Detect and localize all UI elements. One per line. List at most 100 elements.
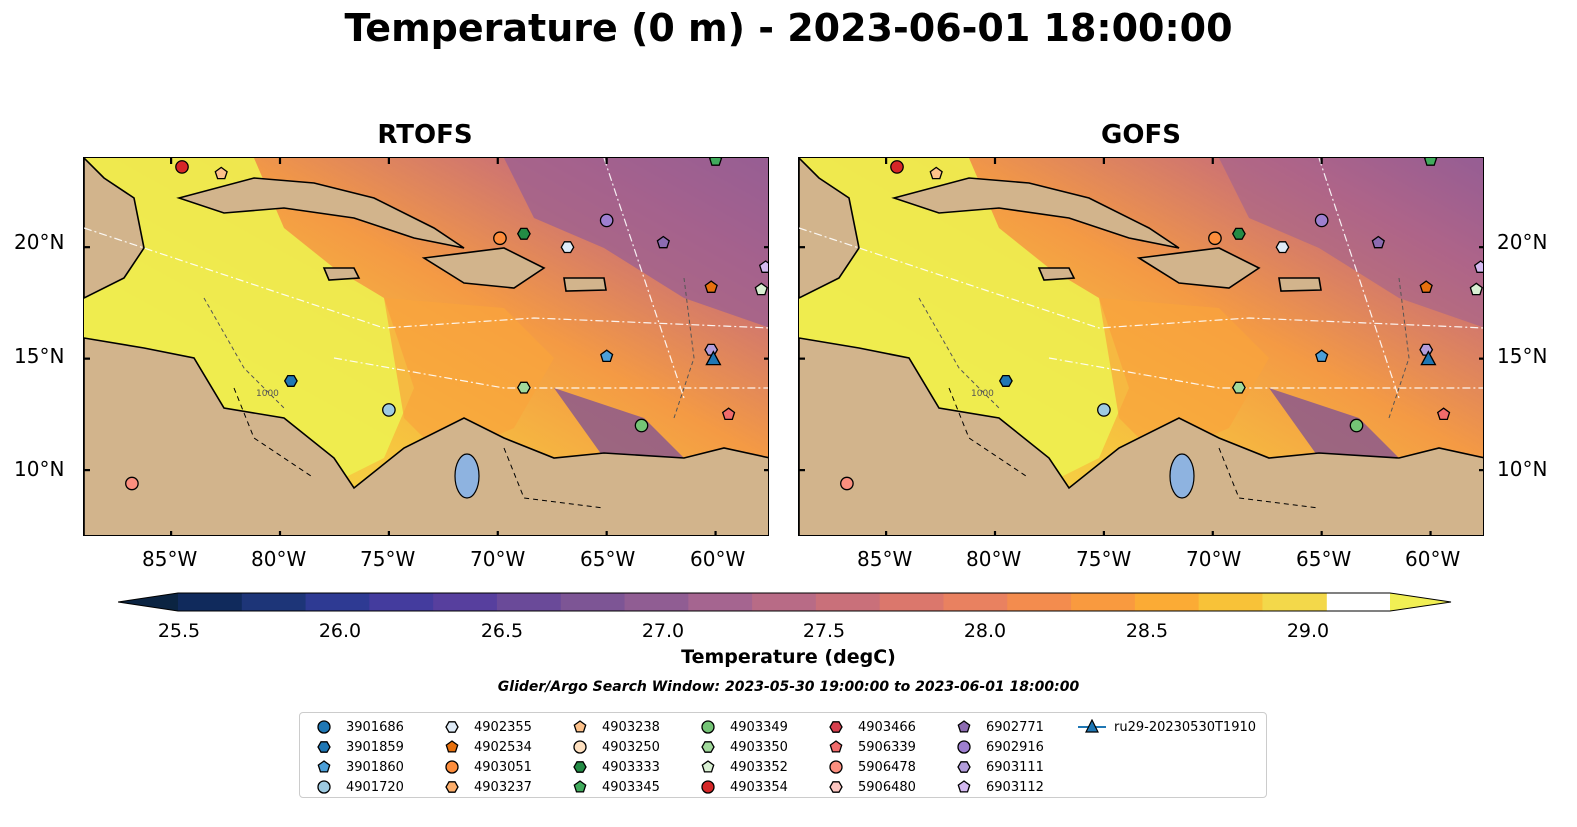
legend-marker-4903237 <box>445 781 459 793</box>
land-mass <box>322 267 361 281</box>
float-marker-5906339 <box>1436 407 1451 421</box>
float-marker-5906339 <box>721 407 736 421</box>
float-marker-ru29-20230530T1910 <box>1420 350 1437 366</box>
legend-item-4903349: 4903349 <box>694 717 788 737</box>
lon-tick-65w-right: 65°W <box>1296 547 1352 571</box>
lon-tick-70w-right: 70°W <box>1186 547 1242 571</box>
float-marker-3901859 <box>283 374 298 387</box>
legend-marker-4903349 <box>701 720 715 734</box>
colorbar-outline <box>117 592 1452 612</box>
float-marker-6903112 <box>1473 260 1483 273</box>
colorbar-segment <box>624 593 689 611</box>
colorbar-segment <box>815 593 881 611</box>
legend-label: 4903333 <box>602 759 660 775</box>
float-marker-4903354 <box>175 160 189 174</box>
float-marker-4903350 <box>516 381 531 394</box>
lon-tick-85w-left: 85°W <box>142 547 198 571</box>
float-marker-6902916 <box>599 213 614 228</box>
colorbar-segment <box>1071 593 1136 611</box>
float-marker-ru29-20230530T1910 <box>705 350 722 366</box>
legend-item-5906480: 5906480 <box>822 777 916 797</box>
legend: 3901686 3901859 3901860 4901720 4902355 49025… <box>299 712 1267 798</box>
lat-tick-20n-left: 20°N <box>14 230 65 254</box>
legend-marker-4903466 <box>829 721 843 733</box>
map-rtofs: 1000 <box>84 158 768 535</box>
colorbar-segment <box>433 593 498 611</box>
colorbar-tick-29.0: 29.0 <box>1286 620 1330 642</box>
colorbar-segment <box>1262 593 1327 611</box>
land-mass <box>84 158 145 299</box>
land-mass <box>1037 267 1076 281</box>
float-marker-4903354 <box>890 160 904 174</box>
land-mass <box>891 177 1180 249</box>
legend-label: 4903350 <box>730 739 788 755</box>
map-panel-gofs: 1000 <box>798 157 1484 536</box>
float-marker-4901720 <box>1097 403 1111 417</box>
legend-marker-5906478 <box>829 760 843 774</box>
colorbar-segment <box>688 593 753 611</box>
eez-boundary <box>799 158 1483 399</box>
orange-water-region <box>1099 298 1269 458</box>
float-marker-4902355 <box>560 241 575 254</box>
lon-tick-80w-right: 80°W <box>966 547 1022 571</box>
legend-item-4903466: 4903466 <box>822 717 916 737</box>
float-marker-4902534 <box>1419 280 1433 293</box>
float-marker-4903333 <box>1231 227 1246 240</box>
legend-item-5906339: 5906339 <box>822 737 916 757</box>
map-panel-rtofs: 1000 <box>83 157 769 536</box>
legend-marker-4903352 <box>701 760 715 773</box>
land-mass <box>563 277 607 292</box>
land-mass <box>176 177 465 249</box>
colorbar <box>117 590 1452 618</box>
legend-item-6902916: 6902916 <box>950 737 1044 757</box>
lat-tick-20n-right: 20°N <box>1497 230 1548 254</box>
colorbar-segment <box>1198 593 1264 611</box>
legend-item-4902355: 4902355 <box>438 717 532 737</box>
legend-item-ru29-20230530T1910: ru29-20230530T1910 <box>1078 717 1256 737</box>
legend-marker-6903111 <box>957 761 971 773</box>
cool-water-region-north <box>1219 158 1483 328</box>
legend-marker-6902771 <box>957 720 971 733</box>
legend-item-4903333: 4903333 <box>566 757 660 777</box>
legend-item-4902534: 4902534 <box>438 737 532 757</box>
float-marker-4903238 <box>214 166 228 180</box>
float-marker-6902771 <box>656 235 670 249</box>
panel-title-gofs: GOFS <box>1101 120 1181 150</box>
legend-marker-4903354 <box>701 780 715 794</box>
legend-marker-4903333 <box>573 761 587 773</box>
land-mass <box>1278 277 1322 292</box>
legend-item-5906478: 5906478 <box>822 757 916 777</box>
float-marker-4903345 <box>1423 158 1438 166</box>
legend-label: 4903466 <box>858 719 916 735</box>
lat-tick-15n-left: 15°N <box>14 344 65 368</box>
float-marker-4903352 <box>1469 282 1483 296</box>
float-marker-4903051 <box>1208 231 1222 246</box>
bathymetry-contour <box>918 277 1410 419</box>
legend-label: 6902771 <box>986 719 1044 735</box>
colorbar-tick-28.5: 28.5 <box>1125 620 1169 642</box>
legend-item-4903237: 4903237 <box>438 777 532 797</box>
map-gofs: 1000 <box>799 158 1483 535</box>
colorbar-segment <box>1007 593 1072 611</box>
legend-item-3901860: 3901860 <box>310 757 404 777</box>
float-marker-6903112 <box>758 260 768 273</box>
panel-title-rtofs: RTOFS <box>377 120 473 150</box>
float-marker-4903333 <box>516 227 531 240</box>
country-border <box>233 387 605 509</box>
legend-item-4903051: 4903051 <box>438 757 532 777</box>
colorbar-segment <box>305 593 370 611</box>
float-marker-4903352 <box>754 282 768 296</box>
float-marker-5906478 <box>125 476 139 491</box>
float-marker-4903051 <box>493 231 507 246</box>
lat-tick-15n-right: 15°N <box>1497 344 1548 368</box>
legend-marker-5906339 <box>829 740 843 753</box>
colorbar-extend-low <box>118 593 178 611</box>
colorbar-tick-27.0: 27.0 <box>641 620 685 642</box>
legend-item-4903250: 4903250 <box>566 737 660 757</box>
legend-item-3901859: 3901859 <box>310 737 404 757</box>
legend-item-4903352: 4903352 <box>694 757 788 777</box>
contour-label: 1000 <box>971 389 994 399</box>
colorbar-segment <box>1134 593 1200 611</box>
legend-label: 4903238 <box>602 719 660 735</box>
legend-label: ru29-20230530T1910 <box>1114 719 1257 735</box>
